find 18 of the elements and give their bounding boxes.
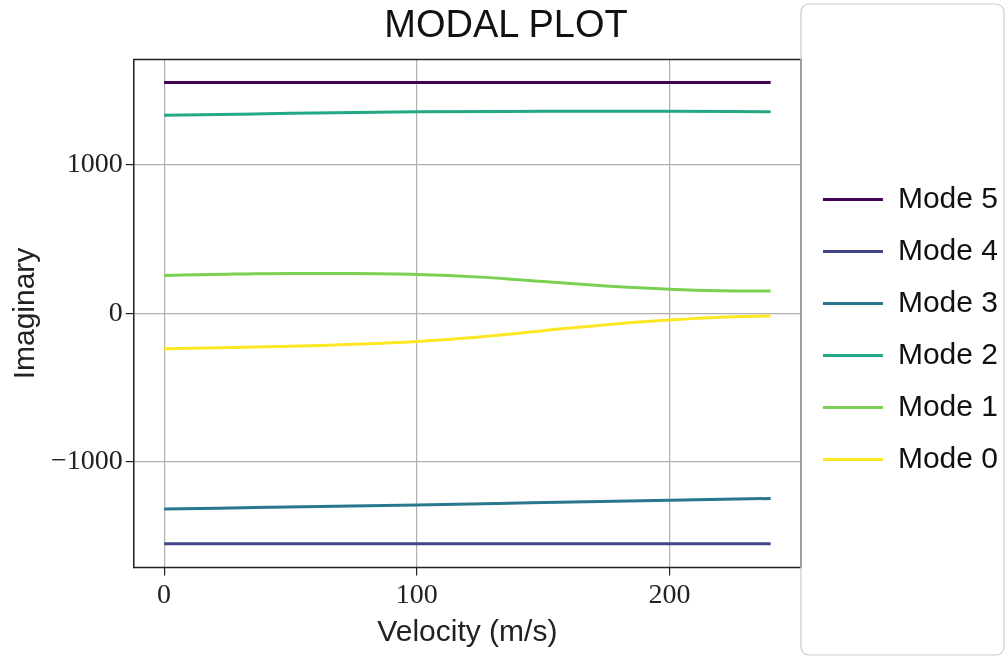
legend-label: Mode 2 bbox=[897, 336, 999, 370]
line-series bbox=[162, 314, 773, 351]
x-tick-label: 0 bbox=[157, 577, 172, 609]
y-axis-title: Imaginary bbox=[7, 247, 41, 380]
line-series bbox=[162, 271, 773, 293]
y-tick-label: 0 bbox=[108, 295, 123, 327]
x-tick-label: 200 bbox=[648, 577, 691, 609]
legend-label: Mode 5 bbox=[897, 180, 999, 214]
legend-label: Mode 0 bbox=[897, 440, 999, 474]
x-tick-label: 100 bbox=[395, 577, 438, 609]
y-tick-label: −1000 bbox=[50, 444, 123, 476]
chart-title: MODAL PLOT bbox=[384, 3, 628, 46]
legend-label: Mode 3 bbox=[897, 284, 999, 318]
y-tick-label: 1000 bbox=[66, 147, 123, 179]
legend-label: Mode 1 bbox=[897, 388, 999, 422]
line-series bbox=[162, 497, 773, 511]
x-axis-title: Velocity (m/s) bbox=[377, 614, 558, 648]
legend-label: Mode 4 bbox=[897, 232, 999, 266]
